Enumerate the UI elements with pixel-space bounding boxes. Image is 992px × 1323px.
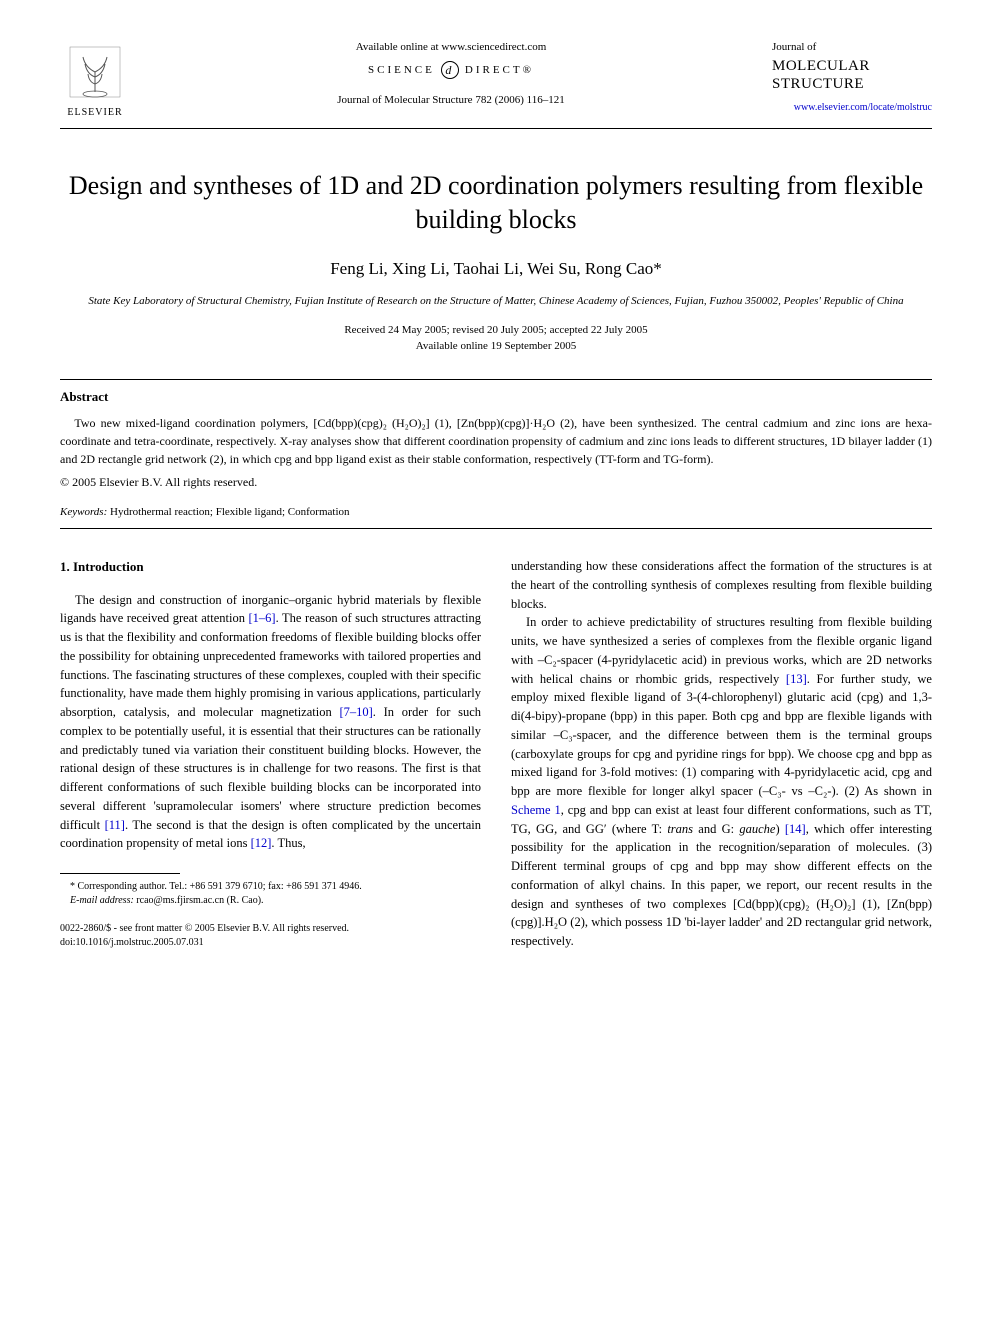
email-value: rcao@ms.fjirsm.ac.cn (R. Cao). bbox=[134, 895, 264, 906]
abstract-top-rule bbox=[60, 379, 932, 380]
scheme-1-link[interactable]: Scheme 1 bbox=[511, 803, 561, 817]
r5: ) bbox=[775, 822, 784, 836]
trans-italic: trans bbox=[667, 822, 693, 836]
keywords-text: Hydrothermal reaction; Flexible ligand; … bbox=[107, 506, 349, 518]
ref-link-7-10[interactable]: [7–10] bbox=[339, 705, 372, 719]
publisher-logo: ELSEVIER bbox=[60, 40, 130, 120]
email-line: E-mail address: rcao@ms.fjirsm.ac.cn (R.… bbox=[60, 894, 481, 908]
citation-line: Journal of Molecular Structure 782 (2006… bbox=[150, 93, 752, 108]
right-paragraph-2: In order to achieve predictability of st… bbox=[511, 613, 932, 951]
abstract-heading: Abstract bbox=[60, 388, 932, 406]
affiliation: State Key Laboratory of Structural Chemi… bbox=[60, 294, 932, 309]
science-direct-logo: SCIENCE d DIRECT® bbox=[150, 61, 752, 79]
body-columns: 1. Introduction The design and construct… bbox=[60, 557, 932, 951]
email-label: E-mail address: bbox=[70, 895, 134, 906]
header-row: ELSEVIER Available online at www.science… bbox=[60, 40, 932, 120]
article-title: Design and syntheses of 1D and 2D coordi… bbox=[60, 169, 932, 237]
keywords-line: Keywords: Hydrothermal reaction; Flexibl… bbox=[60, 505, 932, 520]
keywords-label: Keywords: bbox=[60, 506, 107, 518]
top-rule bbox=[60, 128, 932, 129]
t2: . The reason of such structures attracti… bbox=[60, 611, 481, 719]
left-column: 1. Introduction The design and construct… bbox=[60, 557, 481, 951]
corresponding-author: * Corresponding author. Tel.: +86 591 37… bbox=[60, 880, 481, 894]
doi-line: doi:10.1016/j.molstruc.2005.07.031 bbox=[60, 936, 481, 950]
dates-online: Available online 19 September 2005 bbox=[60, 338, 932, 355]
journal-name: MOLECULAR STRUCTURE bbox=[772, 57, 932, 93]
right-column: understanding how these considerations a… bbox=[511, 557, 932, 951]
abstract-bottom-rule bbox=[60, 528, 932, 529]
ref-link-12[interactable]: [12] bbox=[251, 836, 272, 850]
t3: . In order for such complex to be potent… bbox=[60, 705, 481, 832]
center-header: Available online at www.sciencedirect.co… bbox=[130, 40, 772, 109]
journal-link[interactable]: www.elsevier.com/locate/molstruc bbox=[772, 101, 932, 115]
ref-link-14[interactable]: [14] bbox=[785, 822, 806, 836]
right-paragraph-1: understanding how these considerations a… bbox=[511, 557, 932, 613]
t5: . Thus, bbox=[271, 836, 305, 850]
ref-link-11[interactable]: [11] bbox=[105, 818, 125, 832]
sd-right: DIRECT® bbox=[465, 63, 534, 78]
r4: and G: bbox=[693, 822, 739, 836]
authors-line: Feng Li, Xing Li, Taohai Li, Wei Su, Ron… bbox=[60, 257, 932, 281]
journal-box: Journal of MOLECULAR STRUCTURE www.elsev… bbox=[772, 40, 932, 115]
r6: , which offer interesting possibility fo… bbox=[511, 822, 932, 949]
doi-block: 0022-2860/$ - see front matter © 2005 El… bbox=[60, 922, 481, 950]
footnote-block: * Corresponding author. Tel.: +86 591 37… bbox=[60, 880, 481, 908]
intro-heading: 1. Introduction bbox=[60, 557, 481, 577]
abstract-text: Two new mixed-ligand coordination polyme… bbox=[60, 414, 932, 468]
sd-compass-icon: d bbox=[441, 61, 459, 79]
dates-received: Received 24 May 2005; revised 20 July 20… bbox=[60, 322, 932, 339]
footnote-rule bbox=[60, 873, 180, 874]
abstract-copyright: © 2005 Elsevier B.V. All rights reserved… bbox=[60, 474, 932, 491]
available-online-text: Available online at www.sciencedirect.co… bbox=[150, 40, 752, 55]
ref-link-13[interactable]: [13] bbox=[786, 672, 807, 686]
issn-line: 0022-2860/$ - see front matter © 2005 El… bbox=[60, 922, 481, 936]
journal-label: Journal of bbox=[772, 40, 932, 55]
r2: . For further study, we employ mixed fle… bbox=[511, 672, 932, 799]
left-paragraph-1: The design and construction of inorganic… bbox=[60, 591, 481, 854]
ref-link-1-6[interactable]: [1–6] bbox=[249, 611, 276, 625]
elsevier-tree-icon bbox=[65, 42, 125, 102]
sd-left: SCIENCE bbox=[368, 63, 435, 78]
dates-block: Received 24 May 2005; revised 20 July 20… bbox=[60, 322, 932, 355]
publisher-name: ELSEVIER bbox=[67, 106, 122, 120]
gauche-italic: gauche bbox=[739, 822, 775, 836]
